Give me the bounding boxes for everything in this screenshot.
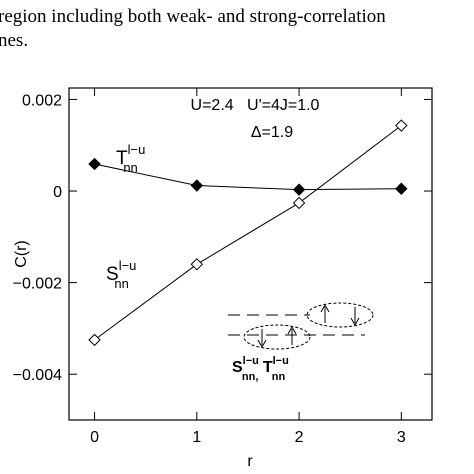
series-sup: l−u <box>119 258 137 273</box>
ellipse <box>306 302 374 328</box>
series-sup: l−u <box>128 142 146 157</box>
data-point <box>292 183 306 196</box>
x-tick-label: 0 <box>90 429 99 446</box>
y-tick-label: −0.002 <box>13 276 62 293</box>
data-point <box>395 182 408 195</box>
header-line: region including both weak- and strong-c… <box>0 6 386 27</box>
data-point <box>395 119 408 132</box>
x-tick-label: 3 <box>397 429 406 446</box>
series-sub: nn <box>123 160 137 175</box>
series-line <box>94 163 402 191</box>
ellipse <box>243 324 311 350</box>
y-axis-label: C(r) <box>13 240 30 268</box>
label-main: T <box>258 359 272 376</box>
x-tick-label: 1 <box>192 429 201 446</box>
series-name: S <box>106 264 119 285</box>
series-label: Tl−u nn <box>116 142 145 175</box>
arrow-down <box>350 307 360 327</box>
x-tick-label: 2 <box>295 429 304 446</box>
plot-frame <box>68 87 433 421</box>
data-point <box>292 196 306 210</box>
inset-diagram <box>228 302 374 350</box>
label-sub: nn <box>272 371 286 383</box>
y-tick-label: 0 <box>53 184 62 201</box>
data-point <box>88 333 101 347</box>
annotation: U=2.4 U'=4J=1.0 <box>191 97 320 114</box>
x-axis-label: r <box>247 453 253 470</box>
arrow-down <box>257 329 267 349</box>
series-line <box>94 125 402 341</box>
arrow-up <box>320 303 330 323</box>
inset-label: Sl−u nn, Tl−u nn <box>232 355 289 383</box>
series-name: T <box>116 148 128 169</box>
label-sub: nn, <box>242 371 259 383</box>
y-tick-label: −0.004 <box>13 367 62 384</box>
label-main: S <box>232 359 243 376</box>
data-point <box>190 258 204 271</box>
annotation: Δ=1.9 <box>251 124 293 141</box>
data-point <box>190 179 204 192</box>
series-sub: nn <box>114 276 128 291</box>
header-line: nes. <box>0 30 28 51</box>
y-tick-label: 0.002 <box>22 92 62 109</box>
label-sup: l−u <box>243 355 259 367</box>
arrow-up <box>287 325 297 345</box>
data-point <box>88 157 101 171</box>
series-label: Sl−u nn <box>106 258 136 291</box>
label-sup: l−u <box>273 355 289 367</box>
